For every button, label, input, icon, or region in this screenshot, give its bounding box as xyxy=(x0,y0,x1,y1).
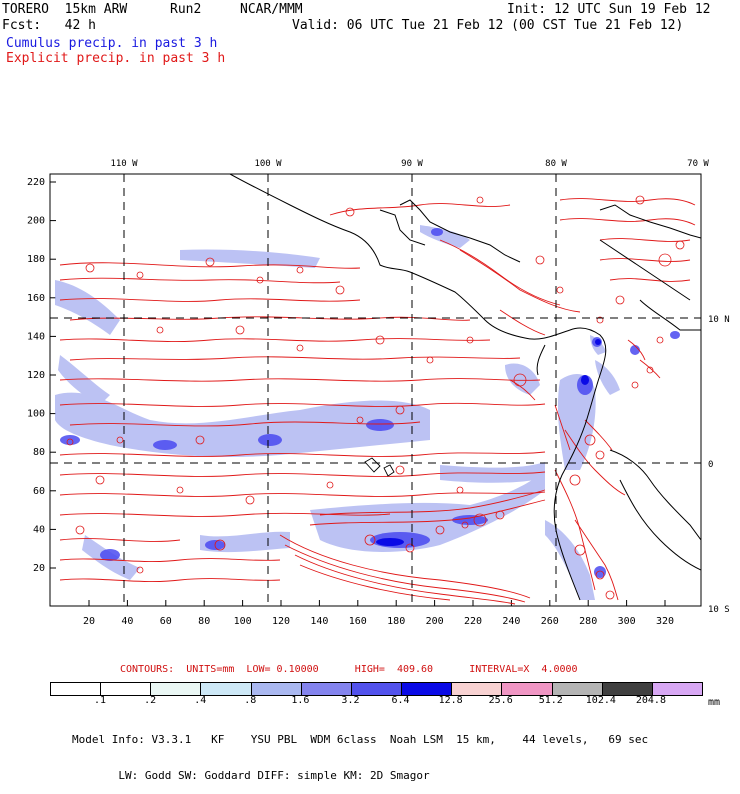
colorbar-swatch xyxy=(151,683,202,695)
y-tick-label: 120 xyxy=(27,370,45,381)
colorbar-swatch xyxy=(301,683,352,695)
x-tick-label: 300 xyxy=(618,616,636,627)
y-tick-label: 160 xyxy=(27,293,45,304)
colorbar-swatch xyxy=(402,683,453,695)
x-tick-label: 100 xyxy=(234,616,252,627)
x-tick-label: 180 xyxy=(387,616,405,627)
x-tick-label: 240 xyxy=(502,616,520,627)
lat-label-10s: 10 S xyxy=(708,605,730,615)
colorbar-label: .2 xyxy=(144,695,157,706)
colorbar xyxy=(50,682,703,696)
forecast-hour: Fcst: 42 h xyxy=(2,18,96,33)
explicit-precip-contours xyxy=(59,198,696,605)
x-tick-label: 200 xyxy=(426,616,444,627)
y-tick-label: 220 xyxy=(27,177,45,188)
lat-lon-grid xyxy=(50,174,701,606)
org-label: NCAR/MMM xyxy=(240,2,303,17)
y-tick-label: 140 xyxy=(27,331,45,342)
y-tick-label: 100 xyxy=(27,409,45,420)
x-tick-label: 120 xyxy=(272,616,290,627)
lon-label-70w: 70 W xyxy=(687,159,709,169)
colorbar-label: .8 xyxy=(244,695,257,706)
cumulus-precip-shading xyxy=(55,225,620,600)
x-tick-label: 220 xyxy=(464,616,482,627)
explicit-precip-cells xyxy=(66,195,685,600)
x-tick-label: 280 xyxy=(579,616,597,627)
x-tick-label: 80 xyxy=(198,616,210,627)
y-tick-label: 20 xyxy=(33,563,45,574)
model-info-line1: Model Info: V3.3.1 KF YSU PBL WDM 6class… xyxy=(72,733,649,746)
colorbar-unit: mm xyxy=(708,697,721,708)
valid-time: Valid: 06 UTC Tue 21 Feb 12 (00 CST Tue … xyxy=(292,18,684,33)
colorbar-swatch xyxy=(101,683,152,695)
y-tick-label: 180 xyxy=(27,254,45,265)
x-tick-label: 140 xyxy=(310,616,328,627)
cumulus-precip-extreme xyxy=(376,339,601,546)
colorbar-swatch xyxy=(552,683,603,695)
colorbar-label: 25.6 xyxy=(488,695,513,706)
model-title: TORERO 15km ARW xyxy=(2,2,128,17)
colorbar-label: 51.2 xyxy=(538,695,563,706)
x-tick-label: 20 xyxy=(83,616,95,627)
colorbar-swatch xyxy=(602,683,653,695)
x-tick-label: 160 xyxy=(349,616,367,627)
colorbar-label: .4 xyxy=(194,695,207,706)
map-frame xyxy=(49,173,702,607)
run-label: Run2 xyxy=(170,2,202,17)
y-tick-label: 60 xyxy=(33,486,45,497)
lon-label-100w: 100 W xyxy=(254,159,282,169)
colorbar-swatch xyxy=(351,683,403,695)
x-tick-label: 260 xyxy=(541,616,559,627)
lon-label-80w: 80 W xyxy=(545,159,567,169)
colorbar-swatch xyxy=(502,683,553,695)
colorbar-swatch xyxy=(251,683,302,695)
colorbar-swatch xyxy=(201,683,252,695)
colorbar-label: 1.6 xyxy=(291,695,310,706)
colorbar-label: 6.4 xyxy=(391,695,410,706)
lat-label-10n: 10 N xyxy=(708,315,730,325)
model-info-line2: LW: Godd SW: Goddard DIFF: simple KM: 2D… xyxy=(72,769,430,782)
x-tick-label: 40 xyxy=(121,616,133,627)
colorbar-label: 204.8 xyxy=(635,695,666,706)
galapagos-islands xyxy=(364,457,395,477)
model-info: Model Info: V3.3.1 KF YSU PBL WDM 6class… xyxy=(72,710,648,794)
lon-label-110w: 110 W xyxy=(110,159,138,169)
colorbar-swatch xyxy=(652,683,703,695)
y-tick-label: 40 xyxy=(33,524,45,535)
coastline xyxy=(229,174,701,601)
colorbar-label: 3.2 xyxy=(341,695,360,706)
x-tick-label: 320 xyxy=(656,616,674,627)
field-cumulus-label: Cumulus precip. in past 3 h xyxy=(6,36,218,51)
colorbar-ticks: .1 .2 .4 .8 1.6 3.2 6.4 12.8 25.6 51.2 102.4 204.8 xyxy=(50,695,701,707)
colorbar-label: 102.4 xyxy=(585,695,616,706)
colorbar-label: .1 xyxy=(94,695,107,706)
x-tick-label: 60 xyxy=(160,616,172,627)
lat-label-0: 0 xyxy=(708,460,713,470)
y-tick-label: 200 xyxy=(27,216,45,227)
colorbar-swatch xyxy=(452,683,503,695)
colorbar-label: 12.8 xyxy=(438,695,463,706)
field-explicit-label: Explicit precip. in past 3 h xyxy=(6,51,226,66)
colorbar-swatch xyxy=(51,683,102,695)
precip-map: 110 W 100 W 90 W 80 W 70 W 10 N 0 10 S 2… xyxy=(27,159,730,627)
contours-info: CONTOURS: UNITS=mm LOW= 0.10000 HIGH= 40… xyxy=(120,664,578,675)
lon-label-90w: 90 W xyxy=(401,159,423,169)
y-tick-label: 80 xyxy=(33,447,45,458)
init-time: Init: 12 UTC Sun 19 Feb 12 xyxy=(507,2,711,17)
